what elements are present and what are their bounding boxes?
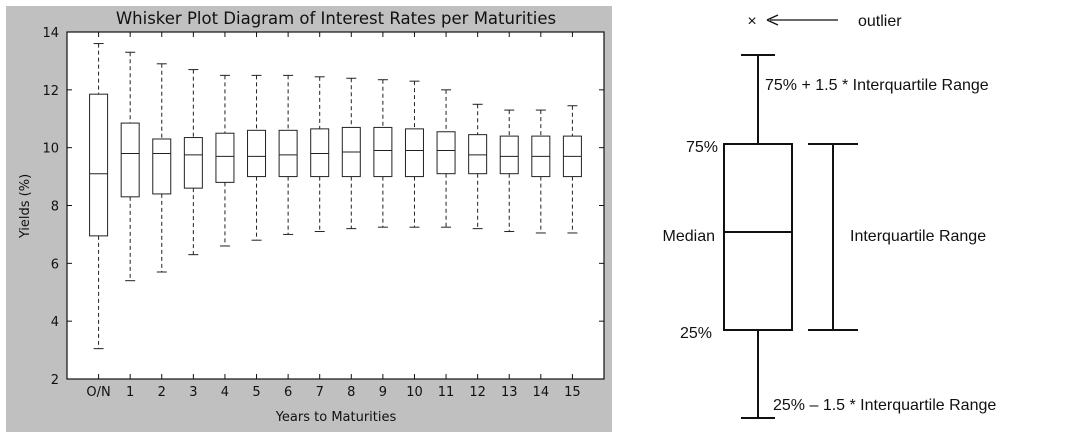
box-body [278,129,298,178]
x-tick-label: 2 [158,385,166,400]
x-tick-label: 6 [284,385,292,400]
outlier-marker: × [747,13,756,30]
box-8 [341,77,361,230]
box-body [183,137,203,189]
outlier-label: outlier [858,13,902,30]
box-11 [436,89,456,228]
y-tick-label: 2 [51,373,59,388]
y-tick-label: 10 [42,142,59,157]
box-7 [310,76,330,233]
box-5 [247,74,267,241]
x-axis-label: Years to Maturities [275,410,397,425]
median-label: Median [663,228,715,245]
box-series [89,43,582,350]
y-axis-label: Yields (%) [18,174,33,239]
box-O/N [89,43,109,350]
box-body [215,132,235,183]
iqr-bracket [808,143,858,331]
box-4 [215,74,235,247]
box-body [247,129,267,178]
chart-title: Whisker Plot Diagram of Interest Rates p… [116,9,556,28]
box-9 [373,79,393,228]
q1-label: 25% [680,325,712,342]
box-body [310,128,330,178]
box-body [404,128,424,178]
iqr-label: Interquartile Range [850,228,986,245]
y-tick-label: 4 [51,315,59,330]
x-tick-label: 4 [221,385,229,400]
y-tick-label: 8 [51,200,59,215]
plot-area [66,31,605,380]
y-tick-label: 14 [42,26,59,41]
box-body [152,138,172,195]
x-tick-label: 12 [469,385,486,400]
diagram-box [723,143,793,331]
box-body [468,134,488,175]
box-body [436,131,456,175]
x-tick-label: 14 [533,385,550,400]
x-tick-label: 5 [252,385,260,400]
box-2 [152,63,172,273]
box-3 [183,69,203,256]
box-6 [278,74,298,235]
box-15 [562,105,582,234]
box-1 [120,51,140,282]
box-10 [404,80,424,228]
x-tick-label: 8 [347,385,355,400]
x-tick-label: 3 [189,385,197,400]
y-tick-label: 6 [51,257,59,272]
y-axis: 2 4 6 8 10 12 14 [42,26,604,388]
box-body [89,93,109,237]
x-axis: O/N 1 2 3 4 5 6 7 8 9 10 11 12 13 14 15 [86,32,581,400]
x-tick-label: 7 [316,385,324,400]
box-body [120,122,140,198]
x-tick-label: 10 [406,385,423,400]
boxplot-chart: Whisker Plot Diagram of Interest Rates p… [6,6,612,432]
box-body [373,126,393,178]
x-tick-label: 15 [564,385,581,400]
boxplot-legend-diagram: × outlier 75% + 1.5 * Interquartile Rang… [663,13,996,419]
x-tick-label: 13 [501,385,518,400]
x-tick-label: 9 [379,385,387,400]
q3-label: 75% [686,139,718,156]
upper-whisker-label: 75% + 1.5 * Interquartile Range [765,77,989,94]
x-tick-label: 11 [438,385,455,400]
x-tick-label: O/N [86,385,110,400]
box-12 [468,103,488,230]
box-body [499,135,519,175]
outlier-arrow [766,14,838,26]
box-13 [499,109,519,233]
y-tick-label: 12 [42,84,59,99]
lower-whisker-label: 25% – 1.5 * Interquartile Range [773,397,996,414]
x-tick-label: 1 [126,385,134,400]
box-14 [531,109,551,234]
